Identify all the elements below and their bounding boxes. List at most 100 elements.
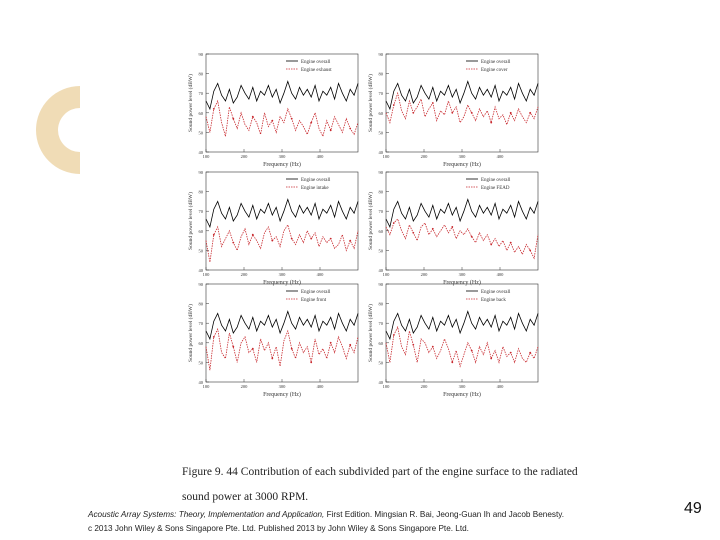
legend-label: Engine back <box>481 298 506 303</box>
y-tick-label: 50 <box>199 130 204 135</box>
series-point <box>349 127 352 130</box>
x-tick-label: 200 <box>421 384 429 389</box>
citation-authors: First Edition. Mingsian R. Bai, Jeong-Gu… <box>324 510 565 519</box>
series-line-part <box>205 99 359 138</box>
x-axis-label: Frequency (Hz) <box>443 391 481 398</box>
x-axis-label: Frequency (Hz) <box>443 161 481 168</box>
y-tick-label: 50 <box>379 248 384 253</box>
x-tick-label: 400 <box>497 272 505 277</box>
series-point <box>232 241 235 244</box>
y-tick-label: 90 <box>199 170 204 175</box>
legend-label: Engine overall <box>481 60 511 65</box>
y-tick-label: 60 <box>199 229 204 234</box>
legend-label: Engine overall <box>481 290 511 295</box>
y-tick-label: 70 <box>199 321 204 326</box>
series-point <box>431 227 434 230</box>
y-tick-label: 70 <box>379 91 384 96</box>
series-point <box>529 111 532 114</box>
series-point <box>529 351 532 354</box>
y-axis-label: Sound power level (dBW) <box>187 304 194 362</box>
series-point <box>412 231 415 234</box>
page-number: 49 <box>684 500 702 517</box>
series-line-overall <box>385 198 539 229</box>
y-tick-label: 80 <box>199 190 204 195</box>
series-line-overall <box>385 80 539 111</box>
series-point <box>529 249 532 252</box>
x-tick-label: 100 <box>383 272 391 277</box>
y-axis-label: Sound power level (dBW) <box>367 304 374 362</box>
y-tick-label: 50 <box>199 360 204 365</box>
y-tick-label: 40 <box>379 150 384 155</box>
series-point <box>232 345 235 348</box>
y-tick-label: 50 <box>379 360 384 365</box>
y-tick-label: 90 <box>379 282 384 287</box>
y-tick-label: 50 <box>199 248 204 253</box>
series-point <box>490 121 493 124</box>
x-axis-label: Frequency (Hz) <box>263 161 301 168</box>
series-point <box>290 117 293 120</box>
y-tick-label: 60 <box>199 111 204 116</box>
y-tick-label: 40 <box>199 150 204 155</box>
series-point <box>310 361 313 364</box>
x-tick-label: 200 <box>421 272 429 277</box>
series-point <box>271 357 274 360</box>
series-point <box>212 233 215 236</box>
y-tick-label: 60 <box>199 341 204 346</box>
series-point <box>392 334 395 336</box>
plot-frame <box>385 283 539 383</box>
copyright-line: c 2013 John Wiley & Sons Singapore Pte. … <box>88 524 469 533</box>
x-tick-label: 400 <box>317 154 325 159</box>
series-point <box>251 115 254 118</box>
x-tick-label: 400 <box>317 272 325 277</box>
legend-label: Engine front <box>301 298 327 303</box>
x-tick-label: 400 <box>497 384 505 389</box>
series-point <box>329 237 332 240</box>
y-tick-label: 70 <box>379 209 384 214</box>
series-point <box>251 347 254 350</box>
series-point <box>431 345 434 348</box>
series-point <box>290 347 293 350</box>
y-tick-label: 40 <box>379 268 384 273</box>
series-point <box>310 121 313 124</box>
series-point <box>509 351 512 354</box>
citation-footer: Acoustic Array Systems: Theory, Implemen… <box>88 508 678 536</box>
plot-frame <box>205 53 359 153</box>
x-tick-label: 200 <box>241 384 249 389</box>
plot-frame <box>205 283 359 383</box>
x-tick-label: 300 <box>459 154 467 159</box>
series-point <box>251 233 254 236</box>
y-tick-label: 70 <box>379 321 384 326</box>
legend-label: Engine FEAD <box>481 186 510 191</box>
y-tick-label: 80 <box>199 72 204 77</box>
decorative-ring-shape <box>36 86 80 174</box>
series-point <box>232 117 235 120</box>
x-tick-label: 400 <box>497 154 505 159</box>
series-point <box>329 341 332 344</box>
y-tick-label: 70 <box>199 209 204 214</box>
x-tick-label: 100 <box>203 154 211 159</box>
y-tick-label: 90 <box>379 170 384 175</box>
legend-label: Engine overall <box>301 60 331 65</box>
x-tick-label: 200 <box>241 272 249 277</box>
series-line-overall <box>385 310 539 341</box>
y-axis-label: Sound power level (dBW) <box>367 74 374 132</box>
caption-line-2: sound power at 3000 RPM. <box>182 491 309 503</box>
series-line-overall <box>205 80 359 111</box>
plot-frame <box>205 171 359 271</box>
series-line-part <box>205 223 359 263</box>
series-point <box>451 361 454 364</box>
x-tick-label: 100 <box>203 384 211 389</box>
y-tick-label: 40 <box>379 380 384 385</box>
legend-label: Engine cover <box>481 68 508 73</box>
series-point <box>349 239 352 242</box>
series-point <box>290 237 293 240</box>
y-axis-label: Sound power level (dBW) <box>367 192 374 250</box>
series-point <box>431 102 434 104</box>
x-tick-label: 100 <box>203 272 211 277</box>
y-tick-label: 90 <box>199 282 204 287</box>
series-point <box>490 357 493 360</box>
